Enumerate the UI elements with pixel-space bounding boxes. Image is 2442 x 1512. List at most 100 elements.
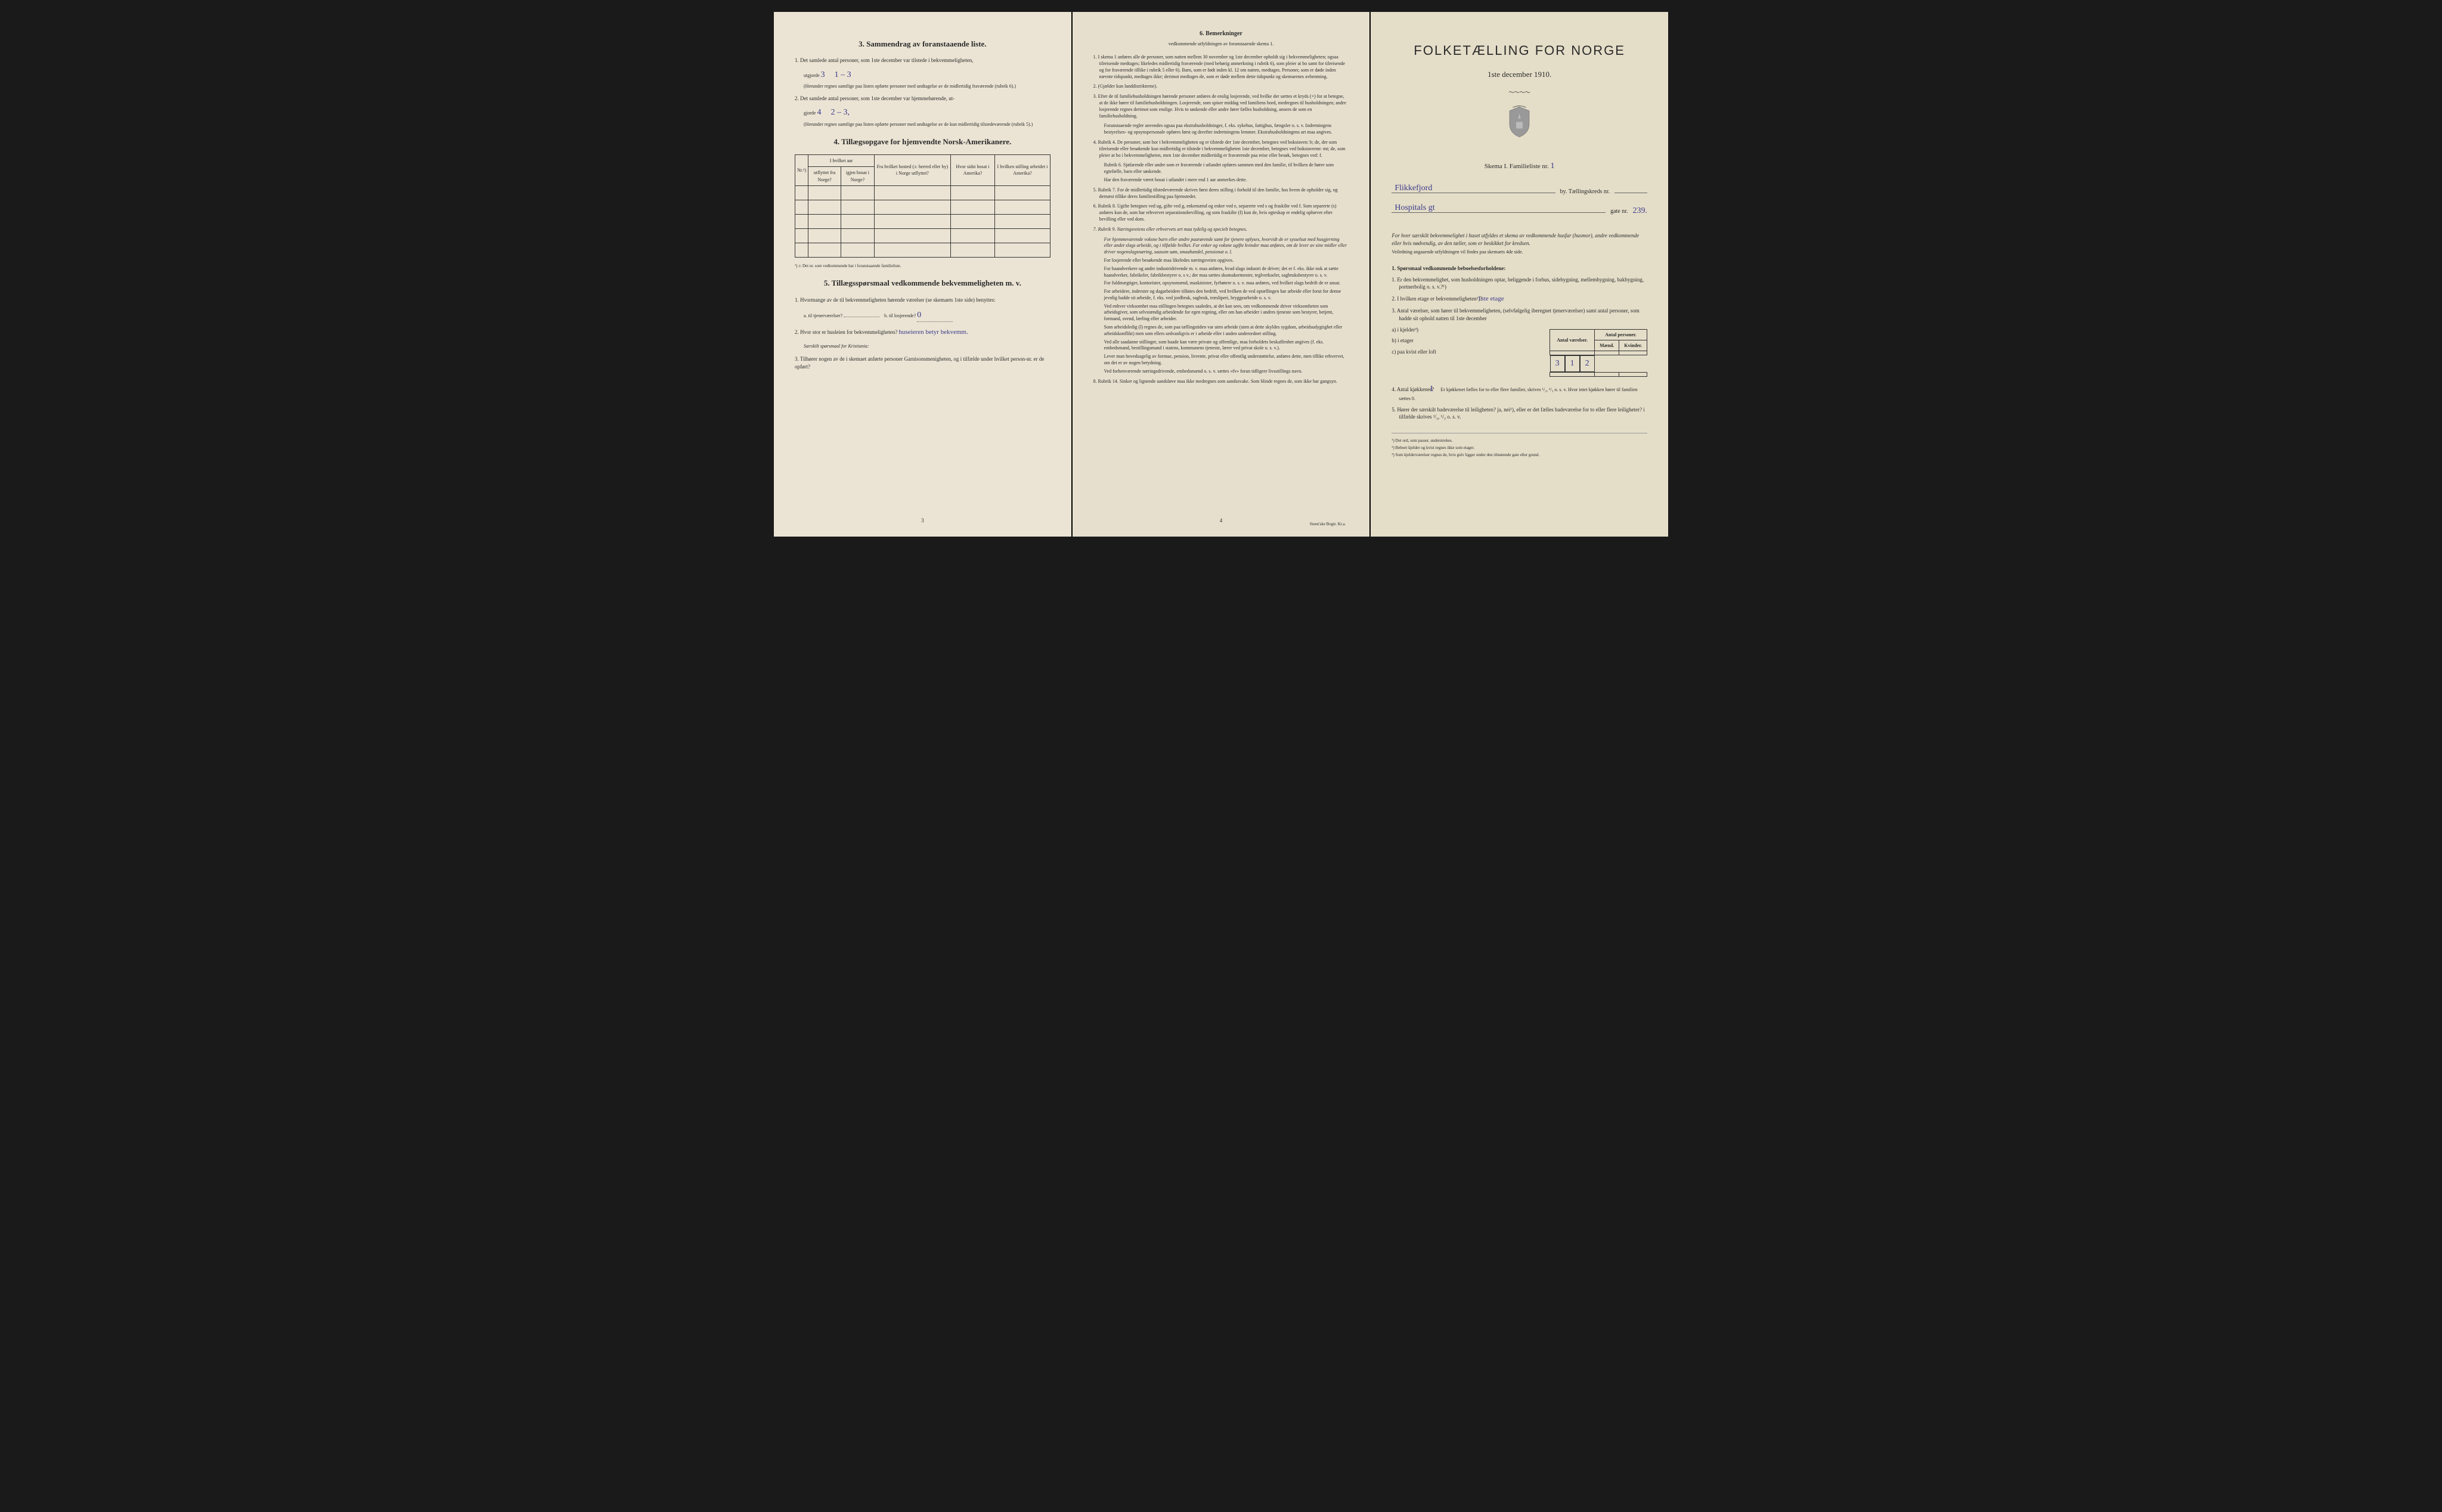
by-label: by. Tællingskreds nr. [1560,188,1610,196]
remark-7: 7. Rubrik 9. Næringsveiens eller erhverv… [1093,227,1349,233]
q1-3: 3. Antal værelser, som hører til bekvemm… [1392,307,1647,322]
s3-item2: 2. Det samlede antal personer, som 1ste … [795,95,1050,103]
s4-footnote: ¹) ɔ: Det nr. som vedkommende har i fora… [795,264,1050,269]
th-sidst: Hvor sidst bosat i Amerika? [950,155,995,186]
remark-2: 2. (Gjælder kun landdistrikterne). [1093,83,1349,90]
footnote-3: ³) Som kjelderværelser regnes de, hvis g… [1392,453,1647,458]
intro-paragraph: For hver særskilt bekvemmelighet i huset… [1392,232,1647,256]
table-row [795,214,1050,228]
gjorde-value: 4 [817,107,821,119]
table-row [795,185,1050,200]
q1a: a. til tjenerværelser? [804,313,842,318]
table-row [1550,372,1647,376]
page3-footnotes: ¹) Det ord, som passer, understrekes. ²)… [1392,433,1647,458]
remark-7e: For fuldmægtiger, kontorister, opsynsmæn… [1093,280,1349,287]
by-line: Flikkefjord by. Tællingskreds nr. [1392,184,1647,196]
q1b: b. til losjerende? [884,313,916,318]
utgjorde-value: 3 [821,69,825,81]
th-bosat: igjen bosat i Norge? [841,167,874,185]
table-row [795,243,1050,257]
hw1: 1 – 3 [835,69,851,81]
s3-paren1: (Herunder regnes samtlige paa listen opf… [795,83,1050,89]
intro2: Veiledning angaaende utfyldningen vil fi… [1392,249,1523,255]
page-number-3: 3 [774,517,1071,525]
utgjorde-label: utgjorde [804,73,820,78]
table-row: 3 1 2 [1550,355,1647,373]
section6-title: 6. Bemerkninger [1093,30,1349,38]
th-utflyttet: utflyttet fra Norge? [808,167,841,185]
s3-paren2: (Herunder regnes samtlige paa listen opf… [795,121,1050,128]
remark-7g: Ved enhver virksomhet maa stillingen bet… [1093,303,1349,323]
s5-q1: 1. Hvormange av de til bekvemmeligheten … [795,296,1050,304]
q1-4-text: 4. Antal kjøkkener? [1392,386,1434,392]
document-container: 3. Sammendrag av foranstaaende liste. 1.… [774,12,1668,537]
etager-kvinder: 2 [1580,355,1595,372]
footnote-2: ²) Beboet kjelder og kvist regnes ikke s… [1392,445,1647,451]
s5-q2: 2. Hvor stor er husleien for bekvemmelig… [795,328,1050,337]
persons-table: Antal værelser. Antal personer. Mænd. Kv… [1550,329,1647,377]
remark-7k: Ved forhenværende næringsdrivende, embed… [1093,368,1349,375]
remark-7d: For haandverkere og andre industridriven… [1093,266,1349,279]
hw2: 2 – 3, [830,107,850,119]
q1b-val: 0 [917,309,921,321]
intro1: For hver særskilt bekvemmelighet i huset… [1392,233,1639,247]
s5-q1ab: a. til tjenerværelser? b. til losjerende… [795,309,1050,322]
remarks-list: 1. I skema 1 anføres alle de personer, s… [1093,54,1349,385]
q2-hw: huseieren betyr bekvemm. [898,328,968,337]
s5-q2sub: Særskilt spørsmaal for Kristiania: [795,343,1050,349]
q1-2-text: 2. I hvilken etage er bekvemmeligheten²)… [1392,296,1482,302]
footnote-1: ¹) Det ord, som passer, understrekes. [1392,438,1647,444]
remark-7j: Lever man hovedsagelig av formue, pensio… [1093,354,1349,367]
remark-7h: Som arbeidsledig (l) regnes de, som paa … [1093,324,1349,337]
dotted: 0 [917,309,953,322]
gate-label: gate nr. [1610,207,1628,216]
q1-2: 2. I hvilken etage er bekvemmeligheten²)… [1392,295,1647,303]
table-row [795,228,1050,243]
s3-utgjorde: utgjorde 3 1 – 3 [795,69,1050,81]
q1-title: 1. Spørsmaal vedkommende beboelsesforhol… [1392,265,1647,272]
remark-7b: For hjemmeværende voksne barn eller andr… [1093,237,1349,256]
table-row [795,200,1050,214]
emigrant-table: Nr.¹) I hvilket aar Fra hvilket bosted (… [795,154,1050,258]
remark-7i: Ved alle saadanne stillinger, som baade … [1093,339,1349,352]
page-middle: 6. Bemerkninger vedkommende utfyldningen… [1073,12,1370,537]
remark-4: 4. Rubrik 4. De personer, som bor i bekv… [1093,140,1349,159]
remark-3: 3. Efter de til familiehusholdningen hør… [1093,94,1349,119]
remark-7c: For losjerende eller besøkende maa likel… [1093,258,1349,264]
coat-of-arms [1392,106,1647,145]
remark-5: 5. Rubrik 7. For de midlertidig tilstede… [1093,187,1349,200]
printer-imprint: Steen'ske Bogtr. Kr.a. [1310,522,1346,528]
q1-4: 4. Antal kjøkkener? 1 Er kjøkkenet fælle… [1392,383,1647,402]
th-kvinder: Kvinder. [1619,340,1647,351]
remark-6: 6. Rubrik 8. Ugifte betegnes ved ug, gif… [1093,203,1349,222]
etager-vaerelser: 3 [1550,355,1565,372]
remark-4b: Rubrik 6. Sjøfarende eller andre som er … [1093,162,1349,175]
s3-gjorde: gjorde 4 2 – 3, [795,107,1050,119]
remark-7f: For arbeidere, inderster og dagarbeidere… [1093,289,1349,302]
s3-item1: 1. Det samlede antal personer, som 1ste … [795,57,1050,64]
census-date: 1ste december 1910. [1392,69,1647,80]
th-vaerelser: Antal værelser. [1550,329,1595,351]
gate-handwritten: Hospitals gt [1394,202,1434,214]
squiggle-decoration: ～～～～ [1392,89,1647,97]
familieliste-nr: 1 [1550,160,1554,172]
section3-title: 3. Sammendrag av foranstaaende liste. [795,39,1050,49]
remark-1: 1. I skema 1 anføres alle de personer, s… [1093,54,1349,80]
th-maend: Mænd. [1595,340,1619,351]
q1-5: 5. Hører der særskilt badeværelse til le… [1392,406,1647,421]
th-nr: Nr.¹) [795,155,808,186]
q2-text: 2. Hvor stor er husleien for bekvemmelig… [795,329,897,335]
s5-q3: 3. Tilhører nogen av de i skemaet anført… [795,355,1050,370]
gate-nr: 239. [1633,205,1648,217]
page-right: FOLKETÆLLING FOR NORGE 1ste december 191… [1371,12,1668,537]
table-row [1550,351,1647,355]
q1-2-hw: 1ste etage [1485,295,1504,303]
remark-8: 8. Rubrik 14. Sinker og lignende aandslø… [1093,379,1349,385]
gate-line: Hospitals gt gate nr. 239. [1392,203,1647,217]
q1-1: 1. Er den bekvemmelighet, som husholdnin… [1392,276,1647,291]
skema-line: Skema I. Familieliste nr. 1 [1392,160,1647,172]
skema-label: Skema I. Familieliste nr. [1485,163,1549,170]
q1-4-cont: Er kjøkkenet fælles for to eller flere f… [1399,387,1637,402]
th-aar: I hvilket aar [808,155,875,167]
th-bosted: Fra hvilket bosted (ɔ: herred eller by) … [874,155,950,186]
